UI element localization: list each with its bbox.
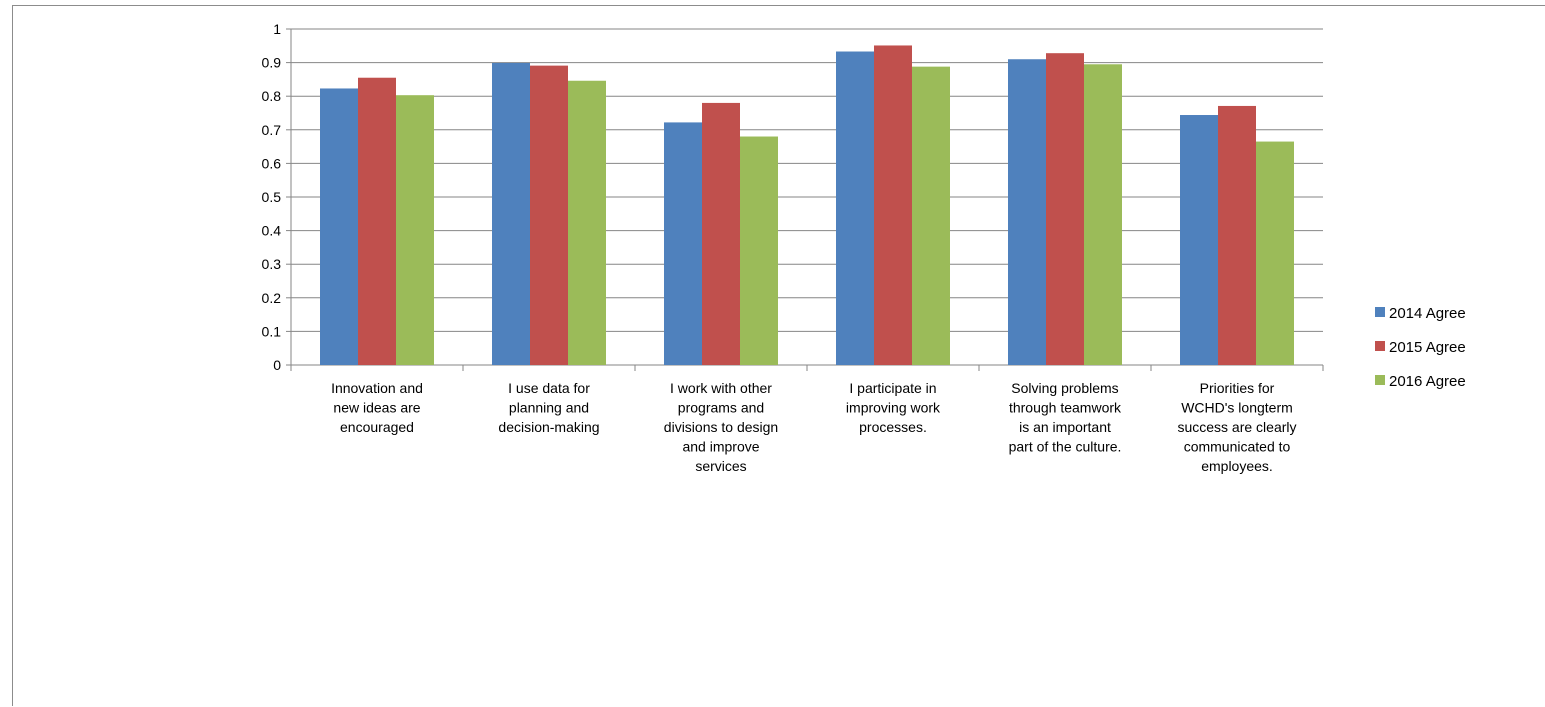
x-category-label-line: communicated to (1184, 439, 1291, 455)
y-tick-label: 0.5 (262, 189, 282, 205)
x-category-label-line: programs and (678, 400, 764, 416)
bar-2014-agree-6 (1180, 115, 1218, 366)
bar-2014-agree-3 (664, 122, 702, 366)
bar-2014-agree-2 (492, 62, 530, 365)
bar-2016-agree-3 (740, 136, 778, 365)
bar-2016-agree-1 (396, 95, 434, 365)
y-tick-label: 0.3 (262, 256, 282, 272)
x-category-label-line: processes. (859, 419, 927, 435)
x-category-label: I work with other programs and divisions t… (664, 380, 778, 474)
bar-2014-agree-5 (1008, 59, 1046, 366)
bar-2015-agree-6 (1218, 105, 1256, 365)
x-category-label-line: decision-making (498, 419, 599, 435)
x-category-label-line: I participate in (849, 380, 936, 396)
x-category-label-line: employees. (1201, 458, 1273, 474)
x-category-label-line: part of the culture. (1009, 439, 1122, 455)
bars (320, 45, 1294, 366)
x-category-label-line: I work with other (670, 380, 772, 396)
x-category-label-line: encouraged (340, 419, 414, 435)
y-tick-label: 0.4 (262, 223, 282, 239)
x-category-label-line: I use data for (508, 380, 590, 396)
y-tick-label: 1 (273, 21, 281, 37)
y-tick-label: 0.9 (262, 55, 282, 71)
chart-frame: 0 0.1 0.2 0.3 0.4 0.5 0.6 0.7 0.8 0.9 1 Innovation … (12, 5, 1545, 706)
x-category-label-line: improving work (846, 400, 941, 416)
bar-2014-agree-4 (836, 51, 874, 366)
x-category-label: Solving problems through teamwork is an im… (1009, 380, 1122, 455)
bar-2015-agree-1 (358, 77, 396, 365)
y-tick-label: 0.1 (262, 323, 282, 339)
x-category-label-line: Priorities for (1200, 380, 1275, 396)
x-category-label-line: Solving problems (1011, 380, 1118, 396)
legend: 2014 Agree 2015 Agree 2016 Agree (1375, 305, 1466, 390)
legend-label: 2014 Agree (1389, 305, 1466, 322)
x-category-label-line: new ideas are (333, 400, 420, 416)
x-category-label: Innovation and new ideas are encouraged (331, 380, 423, 435)
x-category-label: I use data for planning and decision-makin… (498, 380, 599, 435)
bar-chart: 0 0.1 0.2 0.3 0.4 0.5 0.6 0.7 0.8 0.9 1 Innovation … (262, 21, 1466, 474)
x-category-label-line: WCHD's longterm (1181, 400, 1293, 416)
y-tick-label: 0.8 (262, 88, 282, 104)
gridlines (291, 28, 1323, 332)
bar-2014-agree-1 (320, 88, 358, 366)
legend-swatch (1375, 375, 1385, 385)
y-tick-label: 0.6 (262, 155, 282, 171)
legend-swatch (1375, 341, 1385, 351)
x-category-label: I participate in improving work processes. (846, 380, 941, 435)
axes (286, 28, 1324, 371)
x-category-label-line: planning and (509, 400, 589, 416)
y-tick-label: 0 (273, 357, 281, 373)
x-category-label: Priorities for WCHD's longterm success are… (1177, 380, 1296, 474)
bar-2016-agree-5 (1084, 64, 1122, 365)
legend-label: 2016 Agree (1389, 373, 1466, 390)
bar-2015-agree-3 (702, 102, 740, 366)
bar-2016-agree-2 (568, 80, 606, 365)
x-category-label-line: through teamwork (1009, 400, 1122, 416)
bar-2016-agree-4 (912, 66, 950, 365)
x-category-label-line: divisions to design (664, 419, 778, 435)
tick-labels: 0 0.1 0.2 0.3 0.4 0.5 0.6 0.7 0.8 0.9 1 Innovation … (262, 21, 1297, 474)
x-category-label-line: is an important (1019, 419, 1111, 435)
legend-label: 2015 Agree (1389, 339, 1466, 356)
bar-2015-agree-2 (530, 65, 568, 366)
legend-swatch (1375, 307, 1385, 317)
y-tick-label: 0.2 (262, 290, 282, 306)
x-category-label-line: Innovation and (331, 380, 423, 396)
bar-2016-agree-6 (1256, 141, 1294, 365)
x-category-label-line: and improve (682, 439, 759, 455)
bar-2015-agree-4 (874, 45, 912, 366)
bar-2015-agree-5 (1046, 53, 1084, 365)
x-category-label-line: services (695, 458, 746, 474)
y-tick-label: 0.7 (262, 122, 282, 138)
x-category-label-line: success are clearly (1177, 419, 1296, 435)
